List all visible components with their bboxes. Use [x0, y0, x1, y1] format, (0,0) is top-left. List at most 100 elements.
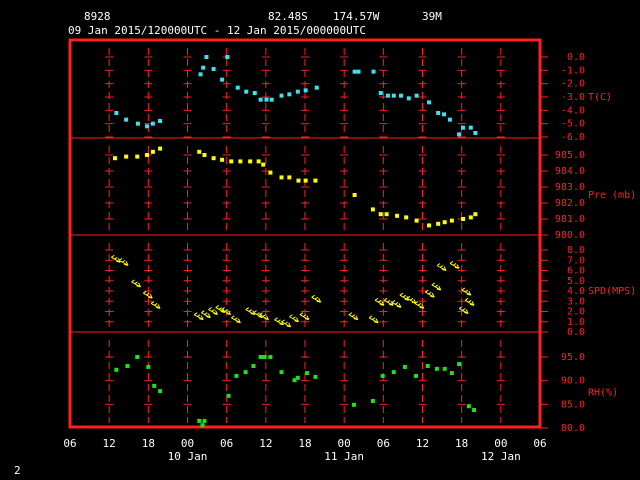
wind-vector: [150, 301, 161, 309]
point: [295, 375, 300, 380]
wind-vector: [221, 307, 232, 316]
point: [256, 159, 261, 164]
point: [295, 89, 300, 94]
y-tick-label: 983.0: [555, 182, 585, 193]
point: [145, 153, 150, 157]
y-tick-label: 982.0: [555, 198, 585, 209]
x-tick-label: 06: [63, 437, 76, 450]
point: [279, 175, 284, 180]
point: [150, 121, 155, 126]
point: [436, 111, 441, 115]
wind-vector: [299, 312, 310, 321]
point: [442, 220, 447, 225]
y-tick-label: 4.0: [567, 286, 585, 297]
point: [425, 363, 430, 368]
y-axis-label: Pre (mb): [588, 190, 636, 201]
point: [158, 119, 163, 123]
y-tick-label: 1.0: [567, 317, 585, 328]
y-tick-label: 3.0: [567, 296, 585, 307]
x-tick-label: 06: [377, 437, 390, 450]
point: [229, 159, 234, 164]
point: [238, 159, 243, 164]
point: [114, 367, 119, 372]
point: [198, 72, 203, 77]
y-tick-label: 8.0: [567, 245, 585, 256]
point: [378, 91, 383, 95]
point: [449, 218, 454, 223]
point: [197, 418, 202, 423]
point: [406, 96, 411, 101]
wind-vector: [289, 314, 299, 323]
y-axis-label: SPD(MPS): [588, 286, 636, 297]
point: [268, 170, 273, 175]
point: [211, 156, 216, 161]
wind-vector: [414, 301, 425, 309]
point: [279, 370, 284, 375]
point: [262, 355, 267, 359]
x-tick-label: 06: [220, 437, 233, 450]
point: [220, 157, 225, 162]
wind-vector: [424, 289, 435, 298]
y-tick-label: 5.0: [567, 276, 585, 287]
point: [269, 97, 274, 102]
longitude: 174.57W: [333, 10, 380, 23]
wind-vector: [311, 294, 322, 303]
y-tick-label: 981.0: [555, 214, 585, 225]
wind-vector: [391, 299, 402, 308]
point: [292, 378, 297, 383]
point: [468, 215, 473, 220]
point: [287, 175, 292, 180]
wind-vector: [383, 297, 394, 306]
point: [226, 393, 231, 398]
wind-vector: [118, 257, 129, 266]
point: [201, 65, 206, 70]
point: [356, 69, 361, 74]
plot-area: [69, 48, 541, 429]
point: [279, 93, 284, 98]
point: [158, 389, 163, 394]
point: [220, 77, 225, 82]
point: [427, 223, 432, 228]
point: [234, 373, 239, 378]
point: [158, 146, 163, 151]
point: [252, 91, 257, 95]
point: [385, 93, 390, 98]
wind-vector: [193, 312, 204, 321]
wind-vector: [431, 282, 442, 291]
point: [473, 131, 478, 135]
point: [303, 88, 308, 93]
point: [466, 404, 471, 409]
point: [145, 124, 150, 129]
x-tick-label: 00: [338, 437, 351, 450]
point: [197, 149, 202, 154]
date-label: 12 Jan: [481, 450, 521, 463]
y-tick-label: -2.0: [561, 79, 585, 90]
y-tick-label: 984.0: [555, 166, 585, 177]
y-tick-label: 985.0: [555, 150, 585, 161]
point: [124, 117, 129, 122]
y-tick-label: -3.0: [561, 92, 585, 103]
y-axis-label: T(C): [588, 92, 612, 103]
wind-vector: [449, 261, 460, 269]
wind-vector: [142, 290, 153, 299]
point: [296, 178, 301, 183]
point: [414, 218, 419, 223]
x-tick-label: 00: [494, 437, 507, 450]
point: [211, 67, 216, 71]
point: [268, 355, 273, 359]
y-tick-label: 7.0: [567, 255, 585, 266]
point: [235, 85, 240, 90]
point: [398, 93, 403, 98]
frame: [68, 38, 542, 429]
x-tick-label: 06: [533, 437, 546, 450]
period: 09 Jan 2015/120000UTC - 12 Jan 2015/0000…: [68, 24, 366, 37]
point: [449, 371, 454, 376]
point: [413, 373, 418, 378]
y-tick-label: 2.0: [567, 307, 585, 318]
point: [258, 97, 263, 102]
point: [264, 97, 269, 102]
point: [457, 362, 462, 367]
point: [313, 178, 318, 183]
point: [124, 154, 129, 159]
point: [380, 373, 385, 378]
